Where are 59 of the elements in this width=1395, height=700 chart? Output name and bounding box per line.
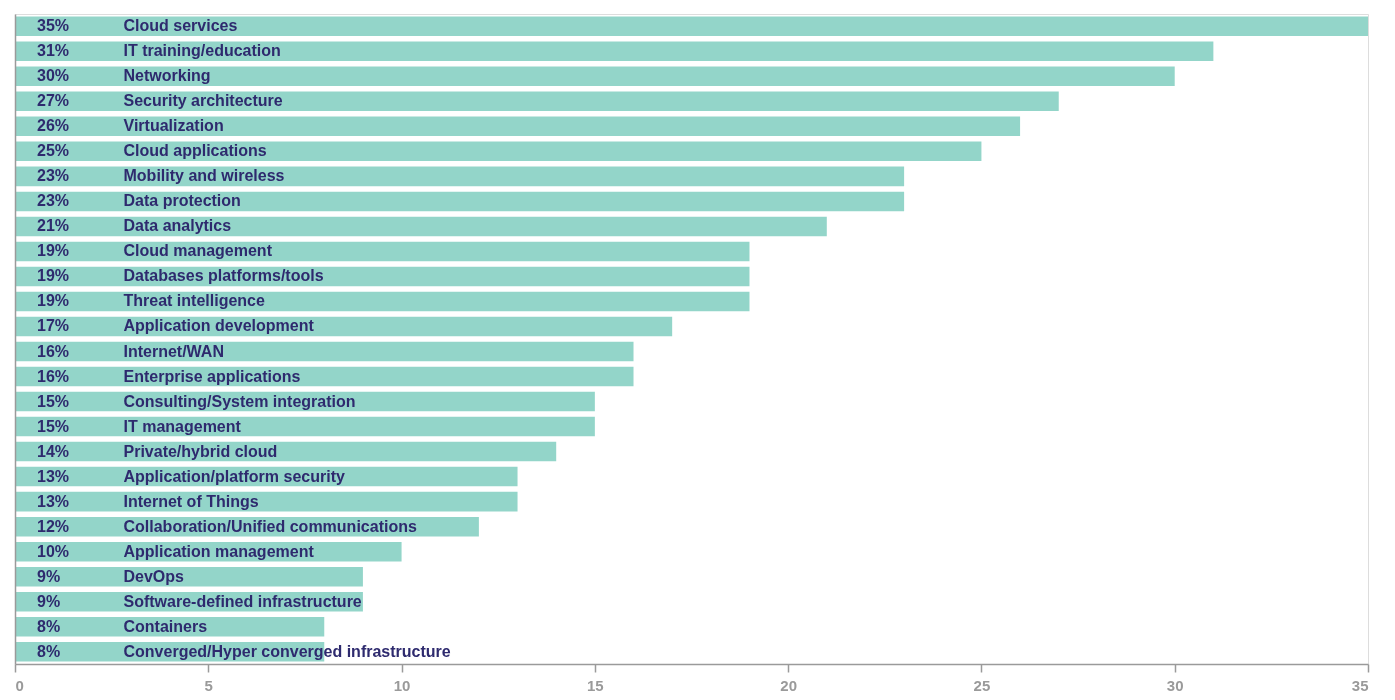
data-label: 23% xyxy=(37,192,70,210)
data-label: 8% xyxy=(37,617,61,635)
data-label: 13% xyxy=(37,467,70,485)
data-label: 25% xyxy=(37,142,70,160)
y-tick-label: Collaboration/Unified communications xyxy=(123,517,417,535)
data-label: 10% xyxy=(37,542,70,560)
y-tick-label: Networking xyxy=(123,67,211,85)
y-tick-label: Internet/WAN xyxy=(123,342,224,360)
data-label: 13% xyxy=(37,492,70,510)
data-label: 30% xyxy=(37,67,70,85)
x-tick-label: 20 xyxy=(780,676,797,694)
data-label: 27% xyxy=(37,92,70,110)
data-label: 16% xyxy=(37,342,70,360)
y-tick-label: Enterprise applications xyxy=(123,367,301,385)
x-tick-label: 25 xyxy=(973,676,991,694)
x-tick-label: 5 xyxy=(204,676,213,694)
data-label: 23% xyxy=(37,167,70,185)
y-tick-label: IT training/education xyxy=(123,42,281,60)
data-label: 15% xyxy=(37,392,70,410)
x-tick-label: 35 xyxy=(1351,676,1369,694)
y-tick-label: Cloud management xyxy=(123,242,273,260)
data-label: 19% xyxy=(37,292,70,310)
data-label: 26% xyxy=(37,117,70,135)
y-tick-label: Databases platforms/tools xyxy=(123,267,324,285)
y-tick-label: Data protection xyxy=(123,192,241,210)
x-tick-label: 15 xyxy=(587,676,604,694)
y-tick-label: Data analytics xyxy=(123,217,232,235)
data-label: 19% xyxy=(37,242,70,260)
data-label: 9% xyxy=(37,592,61,610)
y-tick-label: Security architecture xyxy=(123,92,283,110)
y-tick-label: Private/hybrid cloud xyxy=(123,442,278,460)
y-tick-label: Consulting/System integration xyxy=(123,392,356,410)
y-tick-label: Cloud services xyxy=(123,17,238,35)
y-tick-label: Containers xyxy=(123,617,208,635)
data-label: 16% xyxy=(37,367,70,385)
data-label: 17% xyxy=(37,317,70,335)
x-tick-label: 0 xyxy=(15,676,24,694)
y-tick-label: Mobility and wireless xyxy=(123,167,285,185)
data-label: 31% xyxy=(37,42,70,60)
y-tick-label: Application/platform security xyxy=(123,467,345,485)
data-label: 35% xyxy=(37,17,70,35)
y-tick-label: Threat intelligence xyxy=(123,292,265,310)
data-label: 21% xyxy=(37,217,70,235)
data-label: 15% xyxy=(37,417,70,435)
y-tick-label: Internet of Things xyxy=(123,492,259,510)
y-tick-label: Virtualization xyxy=(123,117,224,135)
data-label: 19% xyxy=(37,267,70,285)
y-tick-label: DevOps xyxy=(123,567,185,585)
y-tick-label: Cloud applications xyxy=(123,142,267,160)
data-label: 8% xyxy=(37,642,61,660)
x-tick-label: 10 xyxy=(393,676,411,694)
x-tick-label: 30 xyxy=(1166,676,1184,694)
data-label: 12% xyxy=(37,517,70,535)
data-label: 14% xyxy=(37,442,70,460)
y-tick-label: Application management xyxy=(123,542,315,560)
y-tick-label: Software-defined infrastructure xyxy=(123,592,362,610)
y-tick-label: Application development xyxy=(123,317,315,335)
data-label: 9% xyxy=(37,567,61,585)
y-tick-label: IT management xyxy=(123,417,242,435)
